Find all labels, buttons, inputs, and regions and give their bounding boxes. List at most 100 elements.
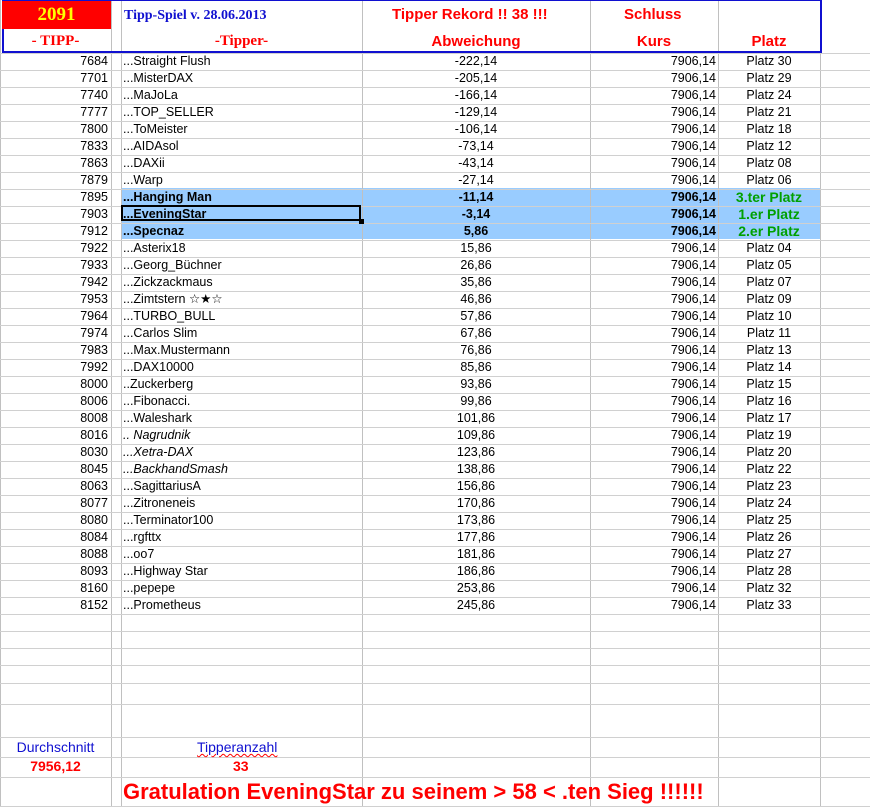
row-kurs: 7906,14 xyxy=(670,139,716,153)
row-tipper[interactable]: ...AIDAsol xyxy=(123,139,179,153)
row-tipper[interactable]: ...DAX10000 xyxy=(123,360,194,374)
grid-column-line xyxy=(121,0,122,807)
row-tipper[interactable]: ...ToMeister xyxy=(123,122,188,136)
row-tipper[interactable]: ...Carlos Slim xyxy=(123,326,198,340)
row-tipper[interactable]: ...Specnaz xyxy=(123,224,185,238)
grid-row-line xyxy=(0,597,870,598)
row-tipp: 8088 xyxy=(80,547,108,561)
row-kurs: 7906,14 xyxy=(670,343,716,357)
row-tipper[interactable]: ...Zickzackmaus xyxy=(123,275,213,289)
row-platz: Platz 30 xyxy=(746,54,792,68)
row-abw: 46,86 xyxy=(460,292,492,306)
row-tipper[interactable]: ...BackhandSmash xyxy=(123,462,228,476)
row-tipp: 7833 xyxy=(80,139,108,153)
row-platz: Platz 09 xyxy=(746,292,792,306)
row-kurs: 7906,14 xyxy=(670,122,716,136)
grid-column-line xyxy=(362,0,363,807)
row-abw: 76,86 xyxy=(460,343,492,357)
row-tipper[interactable]: ...Highway Star xyxy=(123,564,208,578)
col-platz: Platz xyxy=(751,33,787,50)
grid-row-line xyxy=(0,563,870,564)
grid-row-line xyxy=(0,223,870,224)
grid-row-line xyxy=(0,325,870,326)
row-platz: Platz 22 xyxy=(746,462,792,476)
row-kurs: 7906,14 xyxy=(670,377,716,391)
grid-row-line xyxy=(0,342,870,343)
row-tipper[interactable]: ...Hanging Man xyxy=(123,190,212,204)
row-platz: Platz 33 xyxy=(746,598,792,612)
row-tipper[interactable]: .. Nagrudnik xyxy=(123,428,191,442)
grid-row-line xyxy=(0,274,870,275)
row-tipper[interactable]: ...MisterDAX xyxy=(123,71,194,85)
row-tipp: 7964 xyxy=(80,309,108,323)
grid-row-line xyxy=(0,121,870,122)
row-kurs: 7906,14 xyxy=(670,598,716,612)
row-abw: 26,86 xyxy=(460,258,492,272)
row-tipper[interactable]: ...Zimtstern ☆★☆ xyxy=(123,292,223,306)
row-kurs: 7906,14 xyxy=(670,479,716,493)
row-tipper[interactable]: ...oo7 xyxy=(123,547,155,561)
row-tipp: 8152 xyxy=(80,598,108,612)
grid-row-line xyxy=(0,359,870,360)
row-platz: Platz 24 xyxy=(746,88,792,102)
row-tipper[interactable]: ...TURBO_BULL xyxy=(123,309,216,323)
row-platz: Platz 24 xyxy=(746,496,792,510)
col-kurs: Kurs xyxy=(636,33,672,50)
row-tipper[interactable]: ...TOP_SELLER xyxy=(123,105,214,119)
row-abw: 245,86 xyxy=(456,598,496,612)
row-tipper[interactable]: ...Georg_Büchner xyxy=(123,258,222,272)
row-tipper[interactable]: ...Prometheus xyxy=(123,598,201,612)
row-tipper[interactable]: ...rgfttx xyxy=(123,530,162,544)
row-tipper[interactable]: ...pepepe xyxy=(123,581,176,595)
grid-row-line xyxy=(0,87,870,88)
grid-row-line xyxy=(0,631,870,632)
grid-row-line xyxy=(0,308,870,309)
row-abw: 35,86 xyxy=(460,275,492,289)
row-tipper[interactable]: ..Zuckerberg xyxy=(123,377,194,391)
row-platz: Platz 23 xyxy=(746,479,792,493)
row-kurs: 7906,14 xyxy=(670,241,716,255)
row-tipper[interactable]: ...Terminator100 xyxy=(123,513,214,527)
row-tipper[interactable]: ...Zitroneneis xyxy=(123,496,196,510)
grid-row-line xyxy=(0,648,870,649)
average-value: 7956,12 xyxy=(30,758,81,774)
row-tipp: 7974 xyxy=(80,326,108,340)
row-platz: Platz 04 xyxy=(746,241,792,255)
selected-cell[interactable] xyxy=(121,205,364,224)
row-tipper[interactable]: ...Max.Mustermann xyxy=(123,343,230,357)
row-tipper[interactable]: ...MaJoLa xyxy=(123,88,178,102)
row-platz: Platz 18 xyxy=(746,122,792,136)
row-platz: 2.er Platz xyxy=(738,223,800,239)
row-tipp: 8008 xyxy=(80,411,108,425)
grid-row-line xyxy=(0,206,870,207)
row-platz: Platz 26 xyxy=(746,530,792,544)
row-platz: 3.ter Platz xyxy=(735,189,803,205)
row-tipper[interactable]: ...SagittariusA xyxy=(123,479,201,493)
row-tipper[interactable]: ...EveningStar xyxy=(123,207,207,221)
col-tipper: -Tipper- xyxy=(214,33,269,49)
grid-column-line xyxy=(0,0,1,807)
row-abw: 85,86 xyxy=(460,360,492,374)
row-kurs: 7906,14 xyxy=(670,445,716,459)
record-label: Tipper Rekord !! 38 !!! xyxy=(392,6,548,23)
row-platz: Platz 27 xyxy=(746,547,792,561)
row-tipper[interactable]: ...Fibonacci. xyxy=(123,394,191,408)
row-kurs: 7906,14 xyxy=(670,547,716,561)
count-label: Tipperanzahl xyxy=(197,739,278,755)
row-abw: 57,86 xyxy=(460,309,492,323)
row-tipper[interactable]: ...Xetra-DAX xyxy=(123,445,194,459)
row-tipper[interactable]: ...Asterix18 xyxy=(123,241,186,255)
grid-row-line xyxy=(0,444,870,445)
row-kurs: 7906,14 xyxy=(670,190,716,204)
grid-row-line xyxy=(0,704,870,705)
grid-row-line xyxy=(0,172,870,173)
row-tipper[interactable]: ...Waleshark xyxy=(123,411,193,425)
row-tipper[interactable]: ...DAXii xyxy=(123,156,165,170)
row-kurs: 7906,14 xyxy=(670,309,716,323)
row-tipp: 7895 xyxy=(80,190,108,204)
row-abw: 93,86 xyxy=(460,377,492,391)
row-tipp: 7953 xyxy=(80,292,108,306)
row-tipper[interactable]: ...Straight Flush xyxy=(123,54,211,68)
row-platz: Platz 28 xyxy=(746,564,792,578)
row-tipper[interactable]: ...Warp xyxy=(123,173,163,187)
